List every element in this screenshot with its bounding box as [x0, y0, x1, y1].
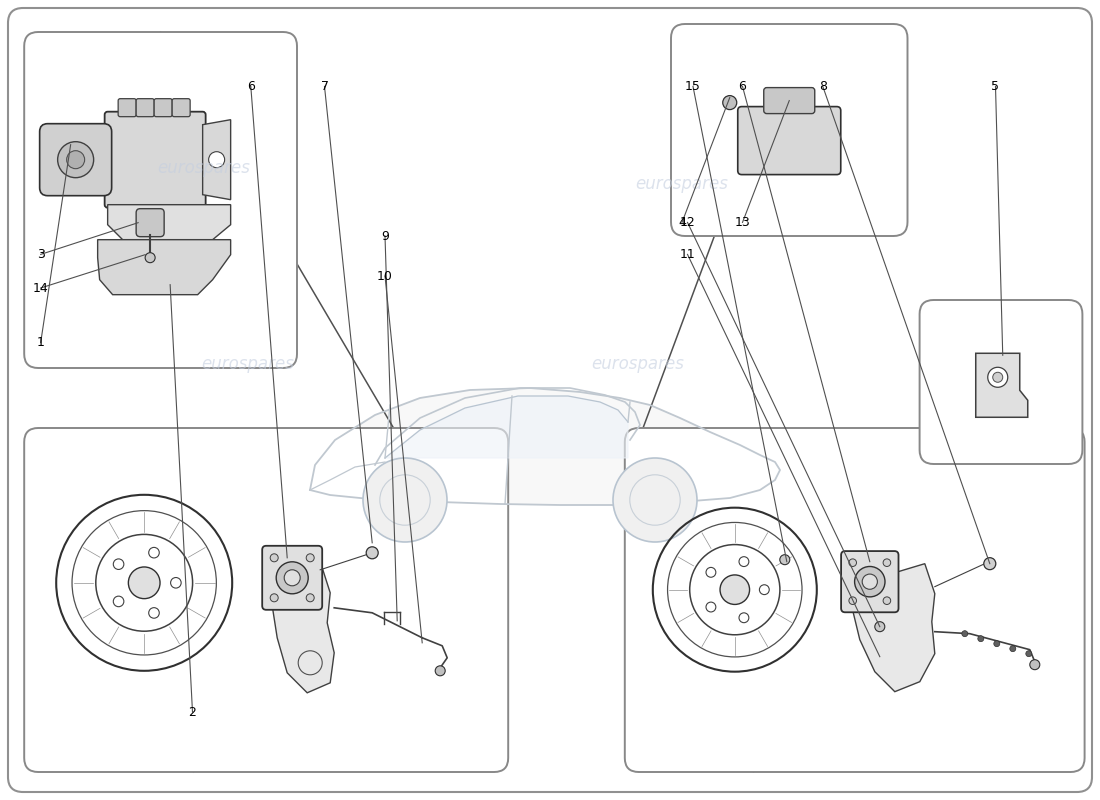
Circle shape: [170, 578, 182, 588]
Circle shape: [1026, 650, 1032, 657]
Circle shape: [862, 574, 878, 590]
FancyBboxPatch shape: [920, 300, 1082, 464]
Polygon shape: [108, 205, 231, 240]
FancyBboxPatch shape: [104, 112, 206, 208]
Circle shape: [613, 458, 697, 542]
Circle shape: [720, 575, 749, 605]
Circle shape: [739, 557, 749, 566]
Circle shape: [306, 594, 315, 602]
Polygon shape: [98, 240, 231, 294]
FancyBboxPatch shape: [842, 551, 899, 612]
Text: 5: 5: [991, 80, 1000, 93]
Circle shape: [759, 585, 769, 594]
Circle shape: [148, 608, 159, 618]
Text: 14: 14: [33, 282, 48, 294]
Circle shape: [874, 622, 884, 632]
Circle shape: [849, 597, 857, 605]
Text: 2: 2: [188, 706, 197, 718]
Circle shape: [67, 150, 85, 169]
Circle shape: [129, 567, 160, 598]
Circle shape: [978, 636, 983, 642]
Circle shape: [780, 554, 790, 565]
Circle shape: [739, 613, 749, 622]
Circle shape: [983, 558, 996, 570]
FancyBboxPatch shape: [136, 209, 164, 237]
Circle shape: [366, 547, 378, 558]
Circle shape: [306, 554, 315, 562]
Circle shape: [706, 602, 716, 612]
Circle shape: [276, 562, 308, 594]
Circle shape: [148, 547, 159, 558]
Circle shape: [363, 458, 447, 542]
Circle shape: [1010, 646, 1015, 652]
Circle shape: [883, 597, 891, 605]
FancyBboxPatch shape: [625, 428, 1085, 772]
Polygon shape: [851, 564, 935, 692]
Polygon shape: [202, 120, 231, 200]
Circle shape: [284, 570, 300, 586]
Text: 11: 11: [680, 248, 695, 261]
FancyBboxPatch shape: [40, 124, 111, 196]
Circle shape: [706, 567, 716, 578]
FancyBboxPatch shape: [24, 428, 508, 772]
Circle shape: [883, 559, 891, 566]
Circle shape: [113, 596, 124, 606]
Circle shape: [961, 630, 968, 637]
FancyBboxPatch shape: [154, 98, 172, 117]
Text: 13: 13: [735, 216, 750, 229]
Circle shape: [849, 559, 857, 566]
Text: 1: 1: [36, 336, 45, 349]
Circle shape: [988, 367, 1008, 387]
Circle shape: [436, 666, 446, 676]
Circle shape: [145, 253, 155, 262]
Text: 10: 10: [377, 270, 393, 282]
Text: eurospares: eurospares: [201, 355, 294, 373]
Text: 7: 7: [320, 80, 329, 93]
Circle shape: [271, 594, 278, 602]
Circle shape: [57, 142, 94, 178]
FancyBboxPatch shape: [671, 24, 908, 236]
Text: 6: 6: [246, 80, 255, 93]
Polygon shape: [976, 354, 1027, 418]
Text: 12: 12: [680, 216, 695, 229]
Circle shape: [855, 566, 886, 597]
Circle shape: [992, 372, 1003, 382]
FancyBboxPatch shape: [738, 106, 840, 174]
FancyBboxPatch shape: [172, 98, 190, 117]
FancyBboxPatch shape: [262, 546, 322, 610]
Polygon shape: [310, 388, 780, 505]
Polygon shape: [385, 396, 628, 458]
Text: 8: 8: [818, 80, 827, 93]
FancyBboxPatch shape: [763, 88, 815, 114]
Circle shape: [723, 95, 737, 110]
Circle shape: [271, 554, 278, 562]
Text: 4: 4: [678, 216, 686, 229]
Text: 15: 15: [685, 80, 701, 93]
Circle shape: [993, 641, 1000, 646]
Text: 9: 9: [381, 230, 389, 242]
Circle shape: [209, 152, 224, 168]
FancyBboxPatch shape: [136, 98, 154, 117]
Text: eurospares: eurospares: [636, 175, 728, 193]
Circle shape: [113, 559, 124, 570]
Circle shape: [1030, 660, 1040, 670]
Polygon shape: [272, 568, 334, 693]
Text: 3: 3: [36, 248, 45, 261]
Text: 6: 6: [738, 80, 747, 93]
FancyBboxPatch shape: [24, 32, 297, 368]
FancyBboxPatch shape: [118, 98, 136, 117]
Text: eurospares: eurospares: [157, 159, 250, 177]
Text: eurospares: eurospares: [592, 355, 684, 373]
